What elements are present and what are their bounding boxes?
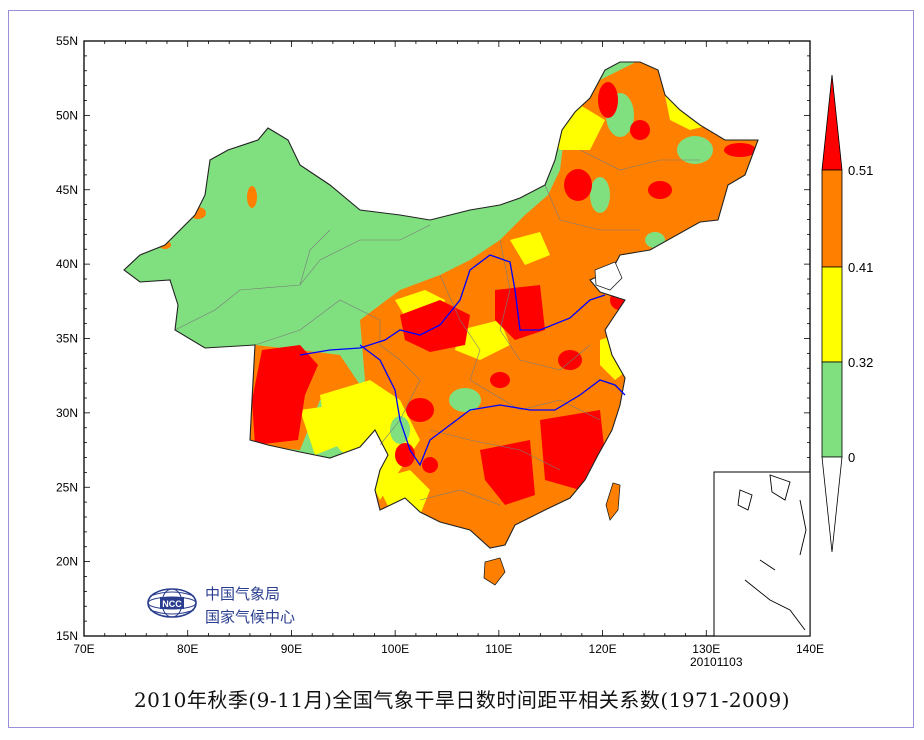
legend-swatch-mid (821, 266, 843, 363)
inset-coastlines (737, 474, 807, 631)
red-patch-gansu (400, 300, 470, 352)
legend-label-3: 0 (848, 450, 855, 465)
green-patch-central (449, 388, 481, 412)
south-china-sea-inset (713, 471, 811, 637)
y-tick-label-7: 20N (56, 555, 78, 569)
province-borders (174, 149, 700, 506)
y-tick-label-2: 45N (56, 183, 78, 197)
yellow-region-central (455, 320, 510, 360)
red-patch-jiangxi (540, 410, 605, 490)
red-patch-ne-1 (630, 120, 650, 140)
red-patch-ne-tip (724, 143, 756, 157)
green-patch-ne-3 (590, 177, 610, 213)
orange-patch-xinjiang (247, 186, 257, 208)
red-patch-jilin (564, 169, 592, 201)
red-patch-yunnan (422, 457, 438, 473)
y-tick-label-1: 50N (56, 108, 78, 122)
red-patch-anhui (558, 350, 582, 370)
date-stamp: 20101103 (690, 655, 743, 669)
figure-title: 2010年秋季(9-11月)全国气象干旱日数时间距平相关系数(1971-2009… (133, 688, 791, 712)
ncc-logo: NCC (147, 588, 197, 618)
y-tick-label-6: 25N (56, 480, 78, 494)
x-tick-label-0: 70E (73, 642, 94, 656)
yellow-region-north (510, 232, 550, 265)
red-patch-sichuan-1 (406, 398, 434, 422)
y-tick-label-0: 55N (56, 34, 78, 48)
red-patch-heilongjiang (598, 82, 618, 118)
yellow-region-tibet-east (300, 405, 340, 455)
y-tick-label-8: 15N (56, 629, 78, 643)
org-line-2: 国家气候中心 (205, 608, 295, 626)
legend: 0.51 0.41 0.32 0 (821, 74, 873, 553)
inset-frame (713, 471, 811, 637)
red-patch-tibet (252, 345, 318, 445)
legend-label-0: 0.51 (848, 163, 873, 178)
legend-swatch-high (821, 74, 843, 171)
y-tick-label-3: 40N (56, 257, 78, 271)
x-tick-label-2: 90E (281, 642, 302, 656)
x-tick-label-7: 140E (796, 642, 824, 656)
green-patch-ne-2 (677, 136, 713, 164)
legend-swatch-low (821, 361, 843, 458)
x-tick-label-1: 80E (177, 642, 198, 656)
org-line-1: 中国气象局 (205, 585, 280, 603)
rivers (299, 254, 626, 467)
ncc-logo-text: NCC (162, 599, 182, 609)
legend-label-2: 0.32 (848, 355, 873, 370)
red-patch-guangxi (480, 440, 535, 505)
bohai-sea (594, 261, 623, 291)
y-tick-label-5: 30N (56, 406, 78, 420)
legend-swatch-mid-high (821, 169, 843, 268)
legend-label-1: 0.41 (848, 260, 873, 275)
red-patch-shanxi (495, 285, 545, 340)
yellow-region-yunnan (375, 470, 430, 515)
x-tick-label-4: 110E (485, 642, 512, 656)
legend-swatch-none (821, 456, 843, 553)
x-tick-label-5: 120E (589, 642, 617, 656)
yellow-river (299, 254, 606, 356)
x-tick-label-3: 100E (381, 642, 409, 656)
hainan-island (483, 557, 506, 586)
red-patch-ne-2 (648, 181, 672, 199)
figure-frame (8, 10, 914, 728)
red-patch-sichuan-2 (395, 443, 415, 467)
red-patch-central-2 (490, 372, 510, 388)
taiwan-island (605, 482, 621, 521)
y-tick-label-4: 35N (56, 332, 78, 346)
yangtze-river (359, 344, 626, 467)
x-tick-label-6: 130E (692, 642, 720, 656)
